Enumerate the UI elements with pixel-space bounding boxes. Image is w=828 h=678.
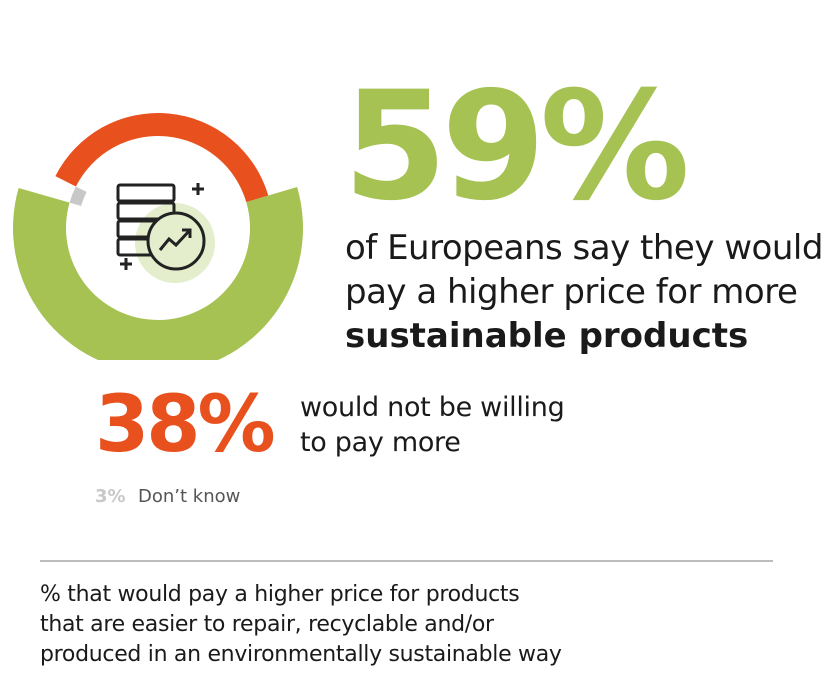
footer-line-2: that are easier to repair, recyclable an… (40, 612, 494, 637)
secondary-text: would not be willing to pay more (300, 390, 620, 460)
secondary-line-1: would not be willing (300, 392, 565, 423)
slice-would-not-pay (55, 113, 269, 203)
headline-text: of Europeans say they would pay a higher… (345, 226, 825, 358)
plus-icon (192, 183, 204, 195)
divider (40, 560, 773, 562)
dont-know-percentage: 3% (95, 486, 126, 507)
slice-would-pay (13, 187, 303, 360)
donut-chart (13, 113, 303, 360)
footer-line-3: produced in an environmentally sustainab… (40, 642, 562, 667)
headline-line-2: pay a higher price for more (345, 272, 798, 312)
headline-line-1: of Europeans say they would (345, 228, 823, 268)
coin-circle (146, 211, 206, 271)
trend-arrowhead (182, 228, 192, 238)
footer-caption: % that would pay a higher price for prod… (40, 580, 640, 670)
plus-icon (120, 258, 132, 270)
headline-line-3: sustainable products (345, 316, 749, 356)
footer-line-1: % that would pay a higher price for prod… (40, 582, 520, 607)
trend-up-icon (158, 228, 192, 251)
headline-percentage: 59% (343, 60, 690, 234)
secondary-percentage: 38% (95, 380, 276, 470)
secondary-line-2: to pay more (300, 427, 461, 458)
sustainable-finance-icon (116, 183, 215, 283)
dont-know-label: Don’t know (138, 486, 241, 507)
